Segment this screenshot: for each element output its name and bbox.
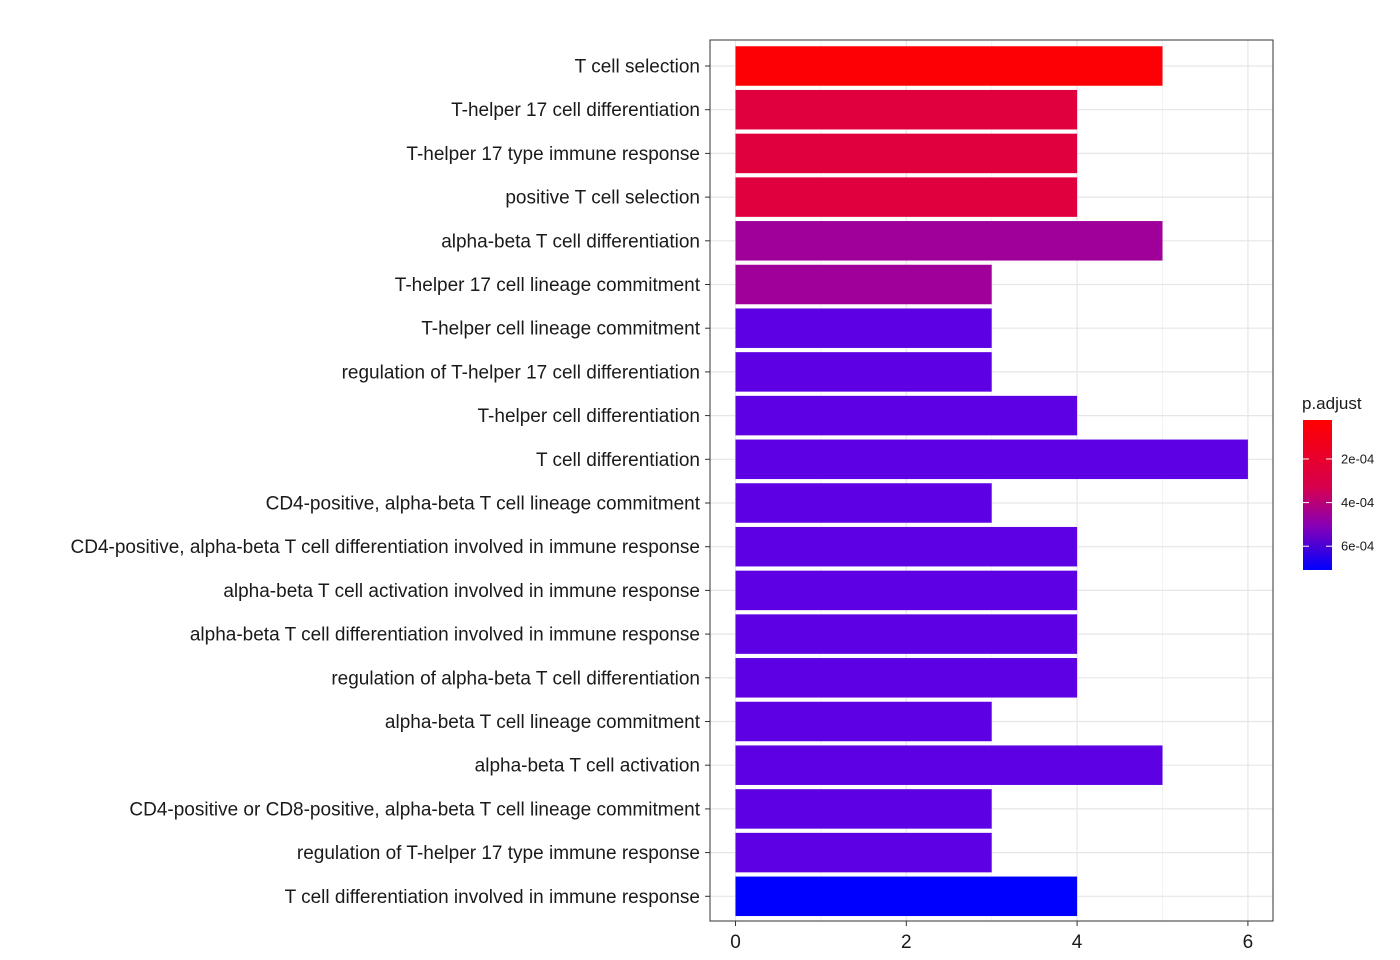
category-label: T-helper 17 cell lineage commitment	[395, 275, 701, 296]
legend-tick-label: 6e-04	[1341, 539, 1374, 554]
category-label: T-helper cell differentiation	[478, 406, 701, 427]
bar	[735, 133, 1078, 174]
color-legend: p.adjust 2e-04 4e-04 6e-04	[1302, 394, 1374, 570]
bar	[735, 439, 1248, 480]
category-label: alpha-beta T cell differentiation involv…	[190, 625, 700, 646]
category-label: T-helper 17 cell differentiation	[451, 100, 700, 121]
bar	[735, 395, 1078, 436]
bar	[735, 745, 1163, 785]
legend-colorbar	[1303, 420, 1332, 570]
bar	[735, 526, 1078, 567]
category-label: positive T cell selection	[505, 188, 700, 209]
legend-tick-label: 2e-04	[1341, 451, 1374, 466]
category-labels: T cell selection T-helper 17 cell differe…	[71, 57, 710, 908]
x-tick-label: 2	[901, 932, 912, 953]
bar	[735, 876, 1078, 917]
category-label: T-helper 17 type immune response	[406, 144, 700, 165]
bar	[735, 264, 992, 305]
category-label: CD4-positive or CD8-positive, alpha-beta…	[129, 799, 700, 820]
bar	[735, 789, 992, 829]
category-label: regulation of T-helper 17 cell different…	[342, 362, 700, 383]
x-tick-label: 0	[730, 932, 741, 953]
x-tick-label: 6	[1243, 932, 1254, 953]
bar	[735, 308, 992, 348]
bar	[735, 832, 992, 873]
bar	[735, 701, 992, 742]
category-label: T cell selection	[575, 57, 700, 78]
legend-title: p.adjust	[1302, 394, 1362, 413]
category-label: T-helper cell lineage commitment	[421, 319, 701, 340]
category-label: T cell differentiation involved in immun…	[285, 887, 700, 908]
bar	[735, 570, 1078, 611]
category-label: alpha-beta T cell lineage commitment	[385, 712, 701, 733]
bar	[735, 89, 1078, 130]
category-label: alpha-beta T cell differentiation	[441, 231, 700, 252]
bars	[735, 46, 1248, 917]
category-label: regulation of T-helper 17 type immune re…	[297, 843, 700, 864]
bar	[735, 177, 1078, 217]
x-axis: 0 2 4 6	[730, 921, 1253, 953]
bar	[735, 352, 992, 392]
x-tick-label: 4	[1072, 932, 1083, 953]
legend-ticks: 2e-04 4e-04 6e-04	[1303, 451, 1374, 554]
bar	[735, 658, 1078, 698]
category-label: T cell differentiation	[536, 450, 700, 471]
legend-tick-label: 4e-04	[1341, 495, 1374, 510]
bar	[735, 221, 1163, 261]
category-label: CD4-positive, alpha-beta T cell differen…	[71, 537, 700, 558]
panel-border	[709, 39, 1274, 922]
category-label: regulation of alpha-beta T cell differen…	[331, 668, 700, 689]
category-label: alpha-beta T cell activation	[475, 756, 700, 777]
bar	[735, 614, 1078, 654]
bar	[735, 483, 992, 523]
category-label: CD4-positive, alpha-beta T cell lineage …	[266, 494, 701, 515]
category-label: alpha-beta T cell activation involved in…	[223, 581, 700, 602]
bar	[735, 46, 1163, 86]
